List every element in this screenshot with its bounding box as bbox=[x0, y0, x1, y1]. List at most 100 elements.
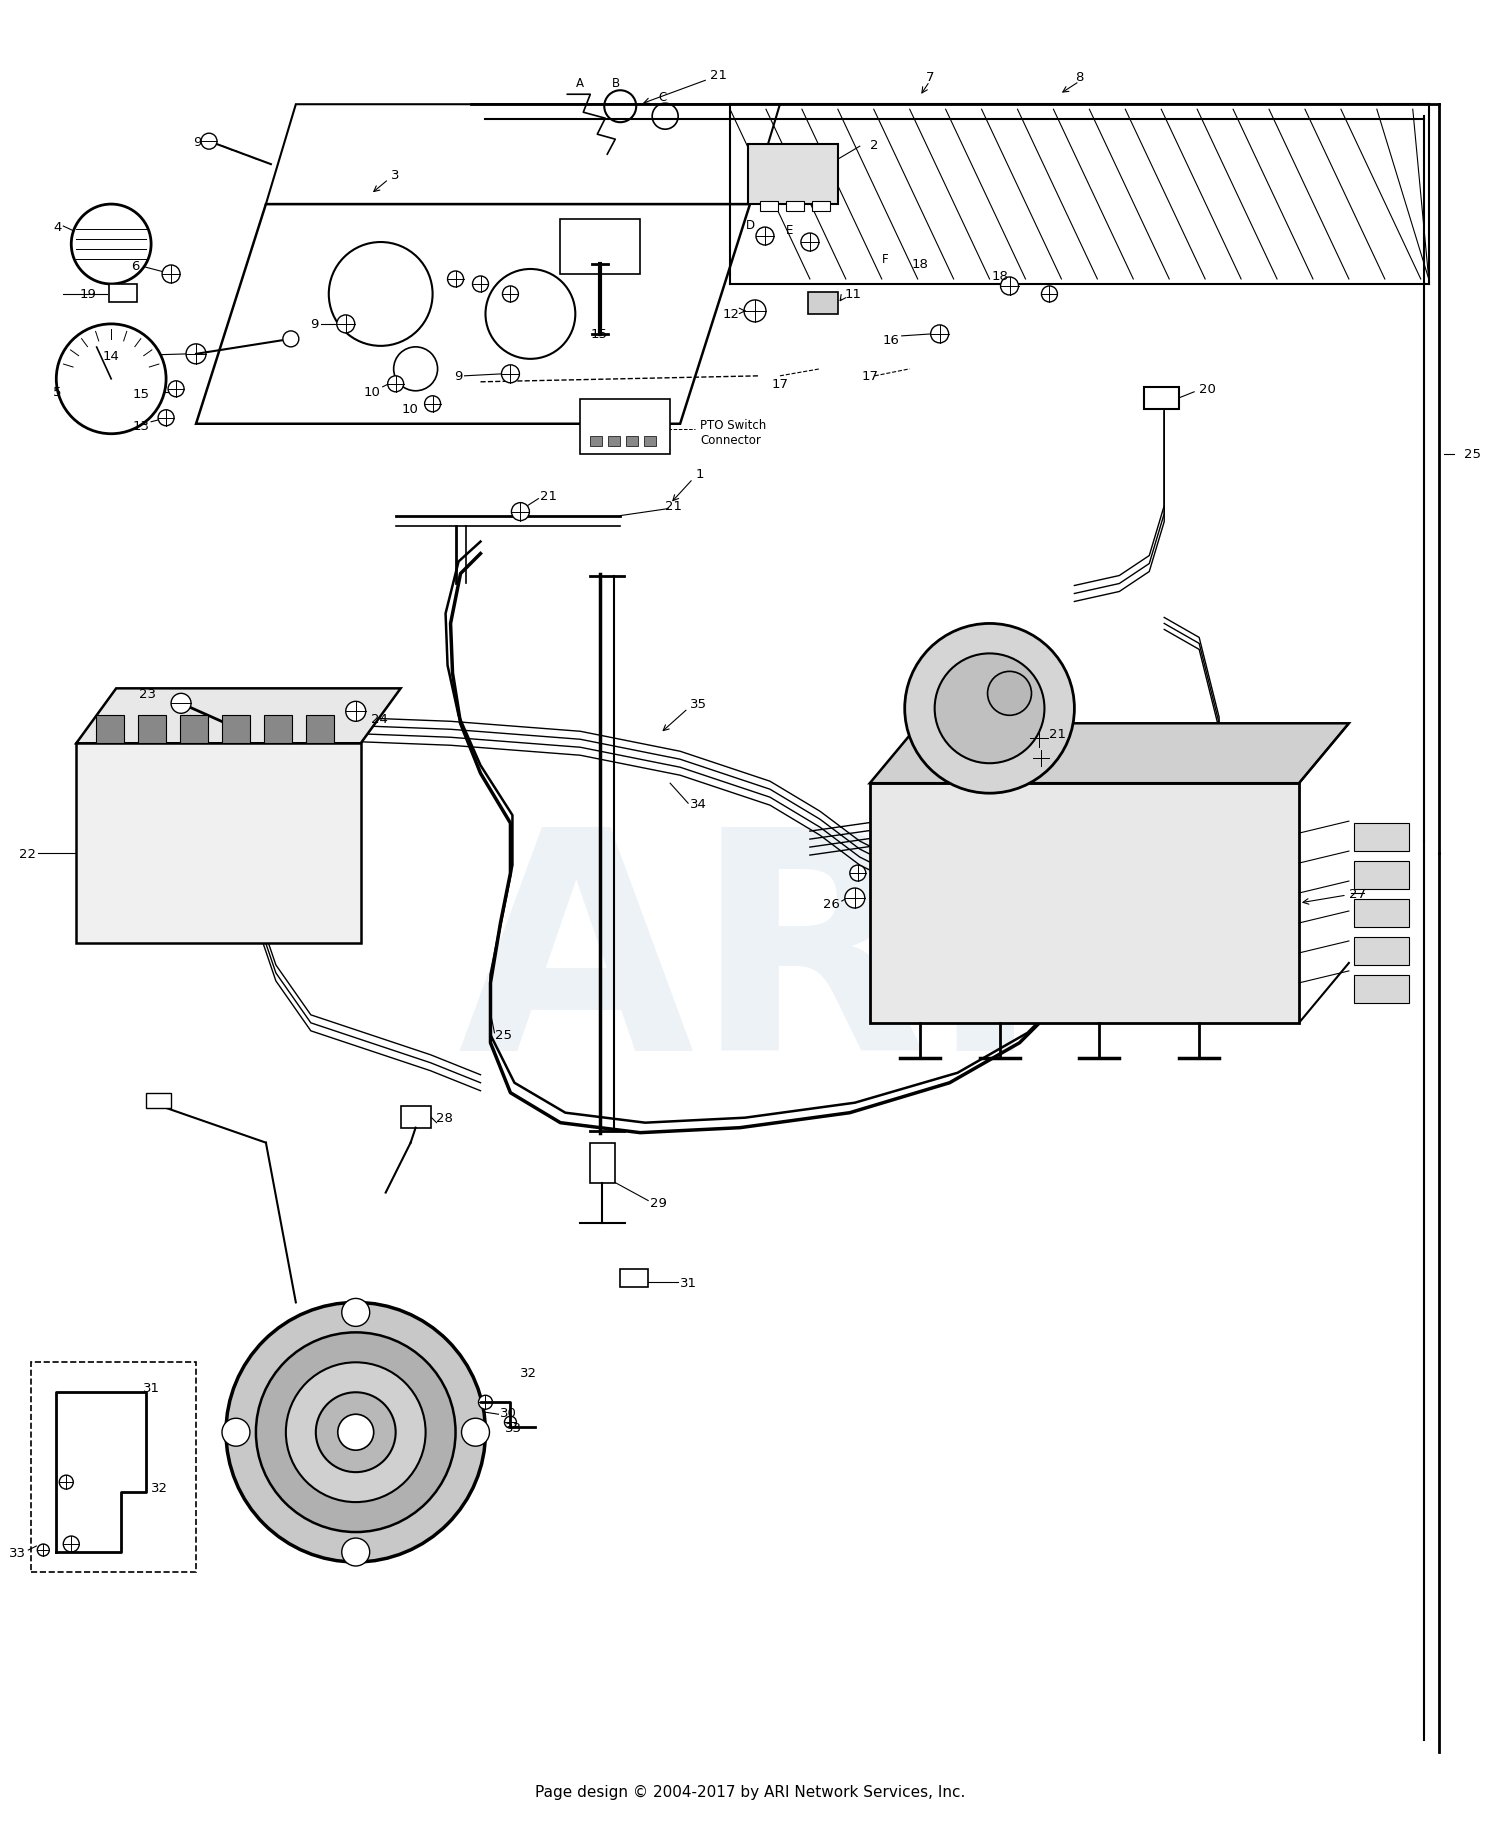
Text: 26: 26 bbox=[824, 897, 840, 910]
Bar bbox=[786, 202, 804, 211]
Circle shape bbox=[60, 1475, 74, 1489]
Bar bbox=[1354, 862, 1408, 890]
Text: 9: 9 bbox=[454, 370, 462, 383]
Circle shape bbox=[744, 301, 766, 323]
Circle shape bbox=[256, 1333, 456, 1531]
Bar bbox=[180, 716, 209, 744]
Text: 9: 9 bbox=[310, 319, 320, 332]
Text: A: A bbox=[576, 77, 585, 89]
Circle shape bbox=[328, 242, 432, 346]
Circle shape bbox=[462, 1418, 489, 1446]
Text: 21: 21 bbox=[664, 500, 682, 512]
Text: 6: 6 bbox=[130, 261, 140, 273]
Text: F: F bbox=[882, 253, 888, 266]
Circle shape bbox=[934, 654, 1044, 764]
Text: 32: 32 bbox=[152, 1480, 168, 1493]
Text: ARI: ARI bbox=[458, 819, 1042, 1114]
Bar bbox=[138, 716, 166, 744]
Bar bbox=[1144, 388, 1179, 410]
Bar bbox=[620, 1271, 648, 1287]
Text: 7: 7 bbox=[926, 71, 934, 84]
Bar bbox=[76, 744, 360, 944]
Bar bbox=[812, 202, 830, 211]
Bar bbox=[32, 1362, 196, 1571]
Text: 12: 12 bbox=[723, 308, 740, 321]
Circle shape bbox=[1030, 729, 1048, 747]
Bar bbox=[870, 784, 1299, 1023]
Circle shape bbox=[1041, 286, 1058, 303]
Circle shape bbox=[801, 233, 819, 252]
Circle shape bbox=[393, 348, 438, 392]
Circle shape bbox=[1034, 751, 1050, 767]
Bar bbox=[591, 436, 603, 447]
Circle shape bbox=[504, 1416, 516, 1429]
Text: 17: 17 bbox=[861, 370, 879, 383]
Bar bbox=[1354, 824, 1408, 851]
Text: 15: 15 bbox=[132, 388, 148, 401]
Text: 1: 1 bbox=[694, 469, 703, 481]
Text: 2: 2 bbox=[870, 139, 879, 151]
Circle shape bbox=[844, 888, 865, 908]
Circle shape bbox=[72, 204, 152, 284]
Text: 29: 29 bbox=[650, 1196, 668, 1209]
Text: C: C bbox=[658, 91, 666, 104]
Bar bbox=[626, 436, 638, 447]
Text: 9: 9 bbox=[192, 135, 201, 149]
Circle shape bbox=[501, 366, 519, 383]
Text: 17: 17 bbox=[771, 377, 789, 392]
Circle shape bbox=[850, 866, 865, 882]
Bar bbox=[1354, 975, 1408, 1003]
Text: 32: 32 bbox=[520, 1365, 537, 1378]
Text: 13: 13 bbox=[132, 419, 148, 434]
Bar bbox=[1354, 937, 1408, 966]
Bar bbox=[306, 716, 334, 744]
Text: 20: 20 bbox=[1198, 383, 1216, 396]
Text: 5: 5 bbox=[53, 386, 62, 399]
Text: 28: 28 bbox=[435, 1112, 453, 1125]
Circle shape bbox=[486, 270, 576, 359]
Circle shape bbox=[387, 377, 404, 392]
Text: 23: 23 bbox=[140, 687, 156, 700]
Text: 27: 27 bbox=[1348, 888, 1366, 901]
Bar bbox=[146, 1094, 171, 1108]
Bar bbox=[760, 202, 778, 211]
Bar bbox=[1354, 899, 1408, 928]
Circle shape bbox=[447, 272, 464, 288]
Bar bbox=[748, 146, 839, 204]
Text: Page design © 2004-2017 by ARI Network Services, Inc.: Page design © 2004-2017 by ARI Network S… bbox=[536, 1785, 964, 1799]
Circle shape bbox=[57, 324, 166, 434]
Text: 30: 30 bbox=[501, 1406, 518, 1418]
Circle shape bbox=[201, 135, 217, 149]
Circle shape bbox=[168, 381, 184, 397]
Circle shape bbox=[286, 1362, 426, 1502]
Text: 24: 24 bbox=[370, 713, 387, 726]
Text: 15: 15 bbox=[591, 328, 608, 341]
Circle shape bbox=[342, 1539, 369, 1566]
Circle shape bbox=[338, 1415, 374, 1451]
Circle shape bbox=[503, 286, 519, 303]
Circle shape bbox=[63, 1537, 80, 1551]
Circle shape bbox=[222, 1418, 251, 1446]
Bar bbox=[561, 221, 640, 275]
Bar bbox=[400, 1107, 430, 1128]
Text: 34: 34 bbox=[690, 797, 706, 809]
Circle shape bbox=[756, 228, 774, 246]
Bar bbox=[96, 716, 124, 744]
Circle shape bbox=[342, 1298, 369, 1327]
Text: 35: 35 bbox=[690, 698, 706, 711]
Text: 25: 25 bbox=[495, 1028, 513, 1041]
Text: 21: 21 bbox=[540, 490, 558, 503]
Circle shape bbox=[226, 1303, 486, 1562]
Circle shape bbox=[512, 503, 530, 521]
Text: 11: 11 bbox=[844, 288, 862, 301]
Circle shape bbox=[158, 410, 174, 427]
Circle shape bbox=[904, 623, 1074, 793]
Text: 10: 10 bbox=[364, 386, 381, 399]
Bar bbox=[644, 436, 656, 447]
Text: 18: 18 bbox=[992, 270, 1008, 283]
Text: 31: 31 bbox=[142, 1382, 160, 1395]
Circle shape bbox=[1000, 277, 1018, 295]
Text: 10: 10 bbox=[402, 403, 418, 416]
Text: 25: 25 bbox=[1464, 448, 1480, 461]
Bar bbox=[591, 1143, 615, 1183]
